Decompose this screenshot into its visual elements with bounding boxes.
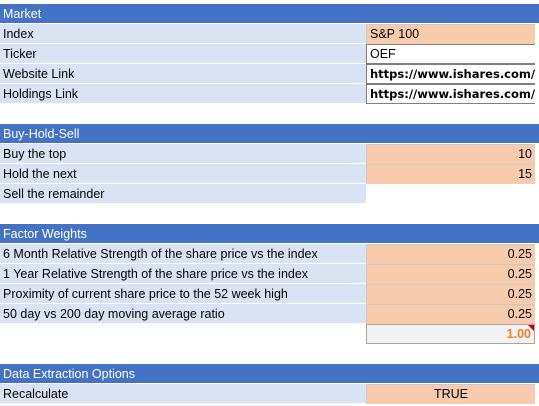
hold-next-value-cell[interactable]: 15 [366,164,535,184]
factor-total-row: 1.00 [0,324,539,344]
ticker-row: Ticker OEF [0,44,539,64]
holdings-link-value-cell[interactable]: https://www.ishares.com/ [366,84,535,104]
factor-weights-section-header[interactable]: Factor Weights [0,224,539,244]
factor-ma-value-cell[interactable]: 0.25 [366,304,535,324]
website-link-row: Website Link https://www.ishares.com/ [0,64,539,84]
data-extraction-section-header[interactable]: Data Extraction Options [0,364,539,384]
factor-total-value-cell[interactable]: 1.00 [366,324,535,344]
factor-1y-label[interactable]: 1 Year Relative Strength of the share pr… [0,264,366,284]
market-section-header[interactable]: Market [0,4,539,24]
buy-top-value-cell[interactable]: 10 [366,144,535,164]
hold-next-row: Hold the next 15 [0,164,539,184]
index-value-cell[interactable]: S&P 100 [366,24,535,44]
recalculate-value-cell[interactable]: TRUE [366,384,535,404]
factor-6m-label[interactable]: 6 Month Relative Strength of the share p… [0,244,366,264]
buy-top-label[interactable]: Buy the top [0,144,366,164]
factor-52w-value-cell[interactable]: 0.25 [366,284,535,304]
hold-next-label[interactable]: Hold the next [0,164,366,184]
ticker-label[interactable]: Ticker [0,44,366,64]
recalculate-row: Recalculate TRUE [0,384,539,404]
holdings-link-row: Holdings Link https://www.ishares.com/ [0,84,539,104]
sell-remainder-label[interactable]: Sell the remainder [0,184,366,204]
ticker-value-cell[interactable]: OEF [366,44,535,64]
factor-ma-label[interactable]: 50 day vs 200 day moving average ratio [0,304,366,324]
buy-hold-sell-section-header[interactable]: Buy-Hold-Sell [0,124,539,144]
factor-total-text: 1.00 [506,327,531,341]
comment-indicator-icon[interactable] [528,325,534,331]
factor-52w-label[interactable]: Proximity of current share price to the … [0,284,366,304]
website-link-label[interactable]: Website Link [0,64,366,84]
website-link-value-cell[interactable]: https://www.ishares.com/ [366,64,535,84]
holdings-link-label[interactable]: Holdings Link [0,84,366,104]
index-label[interactable]: Index [0,24,366,44]
factor-row: 6 Month Relative Strength of the share p… [0,244,539,264]
factor-1y-value-cell[interactable]: 0.25 [366,264,535,284]
factor-total-blank-cell[interactable] [0,324,366,344]
recalculate-label[interactable]: Recalculate [0,384,366,404]
sell-remainder-row: Sell the remainder [0,184,539,204]
factor-row: 50 day vs 200 day moving average ratio 0… [0,304,539,324]
index-row: Index S&P 100 [0,24,539,44]
factor-6m-value-cell[interactable]: 0.25 [366,244,535,264]
factor-row: Proximity of current share price to the … [0,284,539,304]
factor-row: 1 Year Relative Strength of the share pr… [0,264,539,284]
buy-top-row: Buy the top 10 [0,144,539,164]
